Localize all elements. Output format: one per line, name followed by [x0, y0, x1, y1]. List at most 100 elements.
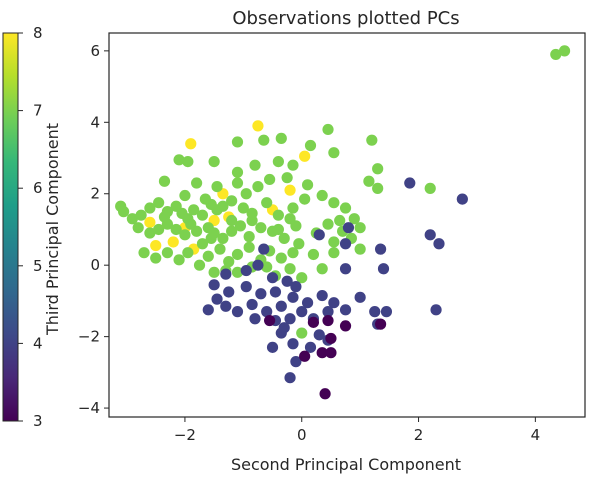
- scatter-point: [372, 163, 384, 175]
- y-axis-label: Third Principal Component: [43, 123, 62, 336]
- scatter-point: [261, 306, 273, 318]
- scatter-point: [328, 247, 340, 259]
- scatter-point: [234, 220, 247, 232]
- scatter-point: [240, 188, 252, 200]
- y-tick-label: 6: [90, 42, 100, 60]
- scatter-point: [246, 298, 258, 311]
- scatter-point: [339, 263, 352, 275]
- scatter-point: [304, 139, 317, 152]
- scatter-point: [173, 254, 185, 266]
- scatter-point: [223, 256, 235, 268]
- scatter-point: [287, 202, 299, 214]
- scatter-point: [217, 200, 229, 212]
- scatter-point: [153, 197, 165, 209]
- scatter-point: [211, 293, 223, 305]
- scatter-point: [404, 177, 416, 189]
- scatter-point: [558, 45, 571, 57]
- scatter-point: [255, 222, 267, 234]
- scatter-point: [231, 177, 244, 189]
- scatter-point: [223, 286, 235, 298]
- scatter-point: [278, 232, 290, 244]
- scatter-point: [264, 314, 276, 327]
- scatter-point: [231, 166, 244, 178]
- scatter-point: [188, 204, 200, 216]
- scatter-point: [299, 150, 311, 162]
- scatter-point: [249, 159, 261, 171]
- scatter-point: [179, 229, 191, 241]
- scatter-point: [170, 223, 182, 236]
- scatter-point: [374, 318, 387, 330]
- scatter-point: [252, 120, 264, 132]
- scatter-point: [319, 388, 331, 400]
- scatter-point: [313, 329, 325, 341]
- scatter-point: [328, 197, 340, 209]
- colorbar-tick-label: 4: [33, 334, 43, 352]
- scatter-point: [118, 206, 130, 218]
- scatter-point: [374, 243, 387, 255]
- scatter-point: [231, 136, 244, 148]
- colorbar: 3 4 5 6 7 8: [2, 24, 43, 430]
- x-tick-label: 4: [531, 426, 541, 444]
- scatter-point: [226, 225, 238, 237]
- scatter-point: [287, 291, 299, 303]
- scatter-point: [205, 232, 217, 244]
- scatter-point: [339, 202, 352, 214]
- scatter-point: [284, 263, 296, 275]
- scatter-point: [202, 250, 214, 262]
- scatter-point: [430, 304, 442, 316]
- scatter-point: [354, 291, 366, 303]
- y-tick-label: 0: [90, 256, 100, 274]
- scatter-point: [261, 197, 273, 209]
- scatter-point: [369, 306, 381, 318]
- scatter-point: [550, 48, 562, 61]
- scatter-point: [269, 286, 282, 298]
- scatter-point: [301, 179, 314, 191]
- scatter-point: [296, 327, 308, 339]
- scatter-point: [363, 175, 375, 187]
- scatter-point: [342, 222, 355, 234]
- scatter-point: [161, 247, 174, 259]
- scatter-point: [196, 209, 209, 221]
- scatter-point: [231, 306, 244, 318]
- scatter-point: [185, 138, 197, 150]
- scatter-point: [126, 213, 138, 225]
- scatter-point: [316, 289, 328, 302]
- scatter-point: [348, 213, 360, 225]
- scatter-point: [144, 202, 156, 214]
- scatter-point: [339, 320, 352, 332]
- scatter-point: [325, 347, 337, 359]
- scatter-point: [191, 177, 203, 189]
- scatter-point: [132, 222, 144, 234]
- x-tick-label: 0: [297, 426, 307, 444]
- scatter-point: [284, 313, 296, 325]
- scatter-point: [179, 189, 191, 202]
- colorbar-gradient: [2, 32, 19, 422]
- scatter-point: [424, 182, 436, 194]
- scatter-point: [322, 218, 334, 230]
- scatter-point: [150, 239, 162, 252]
- scatter-point: [313, 229, 325, 241]
- scatter-point: [258, 243, 270, 255]
- scatter-point: [255, 288, 267, 300]
- scatter-point: [144, 227, 156, 239]
- colorbar-tick-label: 7: [33, 102, 43, 120]
- scatter-point: [339, 304, 352, 316]
- scatter-point: [377, 263, 390, 275]
- scatter-point: [173, 154, 185, 166]
- scatter-point: [284, 184, 296, 196]
- scatter-point: [272, 209, 284, 221]
- scatter-point: [328, 236, 340, 248]
- scatter-point: [266, 341, 279, 353]
- scatter-point: [304, 341, 317, 353]
- scatter-point: [231, 266, 244, 278]
- scatter-point: [272, 223, 284, 236]
- scatter-point: [252, 259, 264, 271]
- scatter-point: [196, 238, 209, 250]
- y-tick-label: 4: [90, 113, 100, 131]
- scatter-point: [249, 313, 261, 325]
- scatter-point: [366, 134, 378, 146]
- scatter-point: [328, 297, 340, 309]
- scatter-point: [316, 189, 328, 202]
